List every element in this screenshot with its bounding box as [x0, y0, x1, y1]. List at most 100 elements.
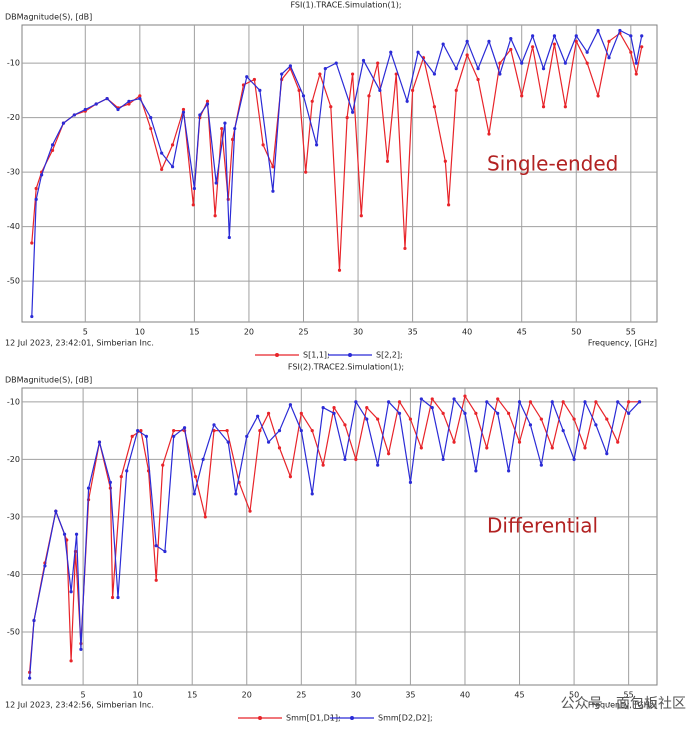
point-marker: [376, 463, 380, 467]
y-tick-label: -30: [7, 168, 20, 177]
point-marker: [43, 564, 47, 568]
point-marker: [69, 590, 73, 594]
point-marker: [574, 39, 578, 43]
point-marker: [474, 469, 478, 473]
point-marker: [149, 116, 153, 120]
point-marker: [318, 72, 322, 76]
point-marker: [94, 102, 98, 106]
point-marker: [138, 94, 142, 98]
point-marker: [452, 440, 456, 444]
chart-title: FSI(2).TRACE2.Simulation(1);: [288, 363, 404, 372]
point-marker: [297, 88, 301, 92]
point-marker: [376, 61, 380, 65]
point-marker: [629, 50, 633, 54]
point-marker: [301, 94, 306, 98]
point-marker: [34, 186, 38, 191]
point-marker: [496, 411, 500, 415]
point-marker: [367, 94, 371, 98]
point-marker: [454, 66, 458, 71]
x-tick-label: 25: [296, 691, 306, 700]
point-marker: [127, 102, 131, 106]
x-tick-label: 45: [514, 691, 524, 700]
point-marker: [378, 88, 382, 92]
y-tick-label: -30: [7, 512, 20, 521]
point-marker: [394, 72, 398, 76]
point-marker: [520, 94, 524, 98]
point-marker: [627, 411, 631, 415]
point-marker: [193, 475, 198, 479]
point-marker: [585, 50, 589, 54]
point-marker: [485, 446, 489, 450]
point-marker: [191, 203, 195, 207]
point-marker: [30, 314, 34, 319]
point-marker: [214, 181, 218, 185]
point-marker: [561, 400, 565, 404]
point-marker: [108, 480, 112, 484]
x-tick-label: 10: [135, 328, 145, 337]
point-marker: [28, 676, 32, 680]
point-marker: [430, 397, 434, 401]
point-marker: [329, 105, 333, 109]
point-marker: [138, 96, 142, 101]
point-marker: [258, 428, 262, 433]
point-marker: [616, 400, 620, 404]
point-marker: [419, 446, 423, 450]
legend-label: S[2,2];: [376, 351, 403, 360]
point-marker: [441, 457, 445, 461]
point-marker: [182, 426, 187, 430]
point-marker: [386, 452, 391, 456]
watermark: 公众号 · 面包板社区: [561, 696, 686, 712]
x-tick-label: 55: [624, 691, 634, 700]
x-tick-label: 20: [244, 328, 254, 337]
footer-info: 12 Jul 2023, 23:42:01, Simberian Inc.: [5, 339, 154, 348]
point-marker: [627, 400, 631, 404]
point-marker: [539, 417, 543, 421]
point-marker: [447, 203, 451, 207]
point-marker: [397, 400, 402, 404]
point-marker: [607, 56, 611, 60]
legend-marker: [275, 353, 279, 357]
point-marker: [163, 549, 167, 554]
point-marker: [350, 110, 355, 114]
point-marker: [498, 72, 502, 76]
point-marker: [62, 532, 67, 536]
point-marker: [130, 434, 134, 438]
point-marker: [110, 595, 115, 600]
point-marker: [160, 167, 164, 172]
x-tick-label: 20: [242, 691, 252, 700]
point-marker: [634, 61, 638, 65]
point-marker: [220, 126, 224, 131]
point-marker: [528, 400, 533, 404]
point-marker: [212, 423, 216, 427]
point-marker: [517, 440, 522, 444]
point-marker: [125, 469, 129, 473]
point-marker: [277, 446, 282, 450]
point-marker: [337, 268, 342, 272]
point-marker: [258, 88, 262, 92]
point-marker: [607, 39, 611, 43]
point-marker: [271, 189, 275, 193]
point-marker: [583, 400, 587, 404]
footer-info: 12 Jul 2023, 23:42:56, Simberian Inc.: [5, 701, 154, 710]
x-tick-label: 30: [351, 691, 361, 700]
point-marker: [596, 94, 600, 98]
point-marker: [50, 148, 55, 152]
point-marker: [552, 42, 557, 46]
point-marker: [248, 509, 252, 513]
point-marker: [509, 47, 513, 52]
point-marker: [172, 434, 176, 438]
y-tick-label: -20: [7, 455, 20, 464]
point-marker: [616, 440, 620, 444]
point-marker: [605, 417, 609, 421]
point-marker: [361, 58, 366, 63]
point-marker: [385, 159, 390, 163]
point-marker: [550, 446, 554, 450]
point-marker: [476, 66, 480, 71]
point-marker: [139, 428, 143, 433]
point-marker: [550, 400, 554, 404]
point-marker: [465, 39, 469, 43]
point-marker: [154, 578, 158, 582]
point-marker: [359, 214, 363, 218]
point-marker: [408, 480, 413, 484]
